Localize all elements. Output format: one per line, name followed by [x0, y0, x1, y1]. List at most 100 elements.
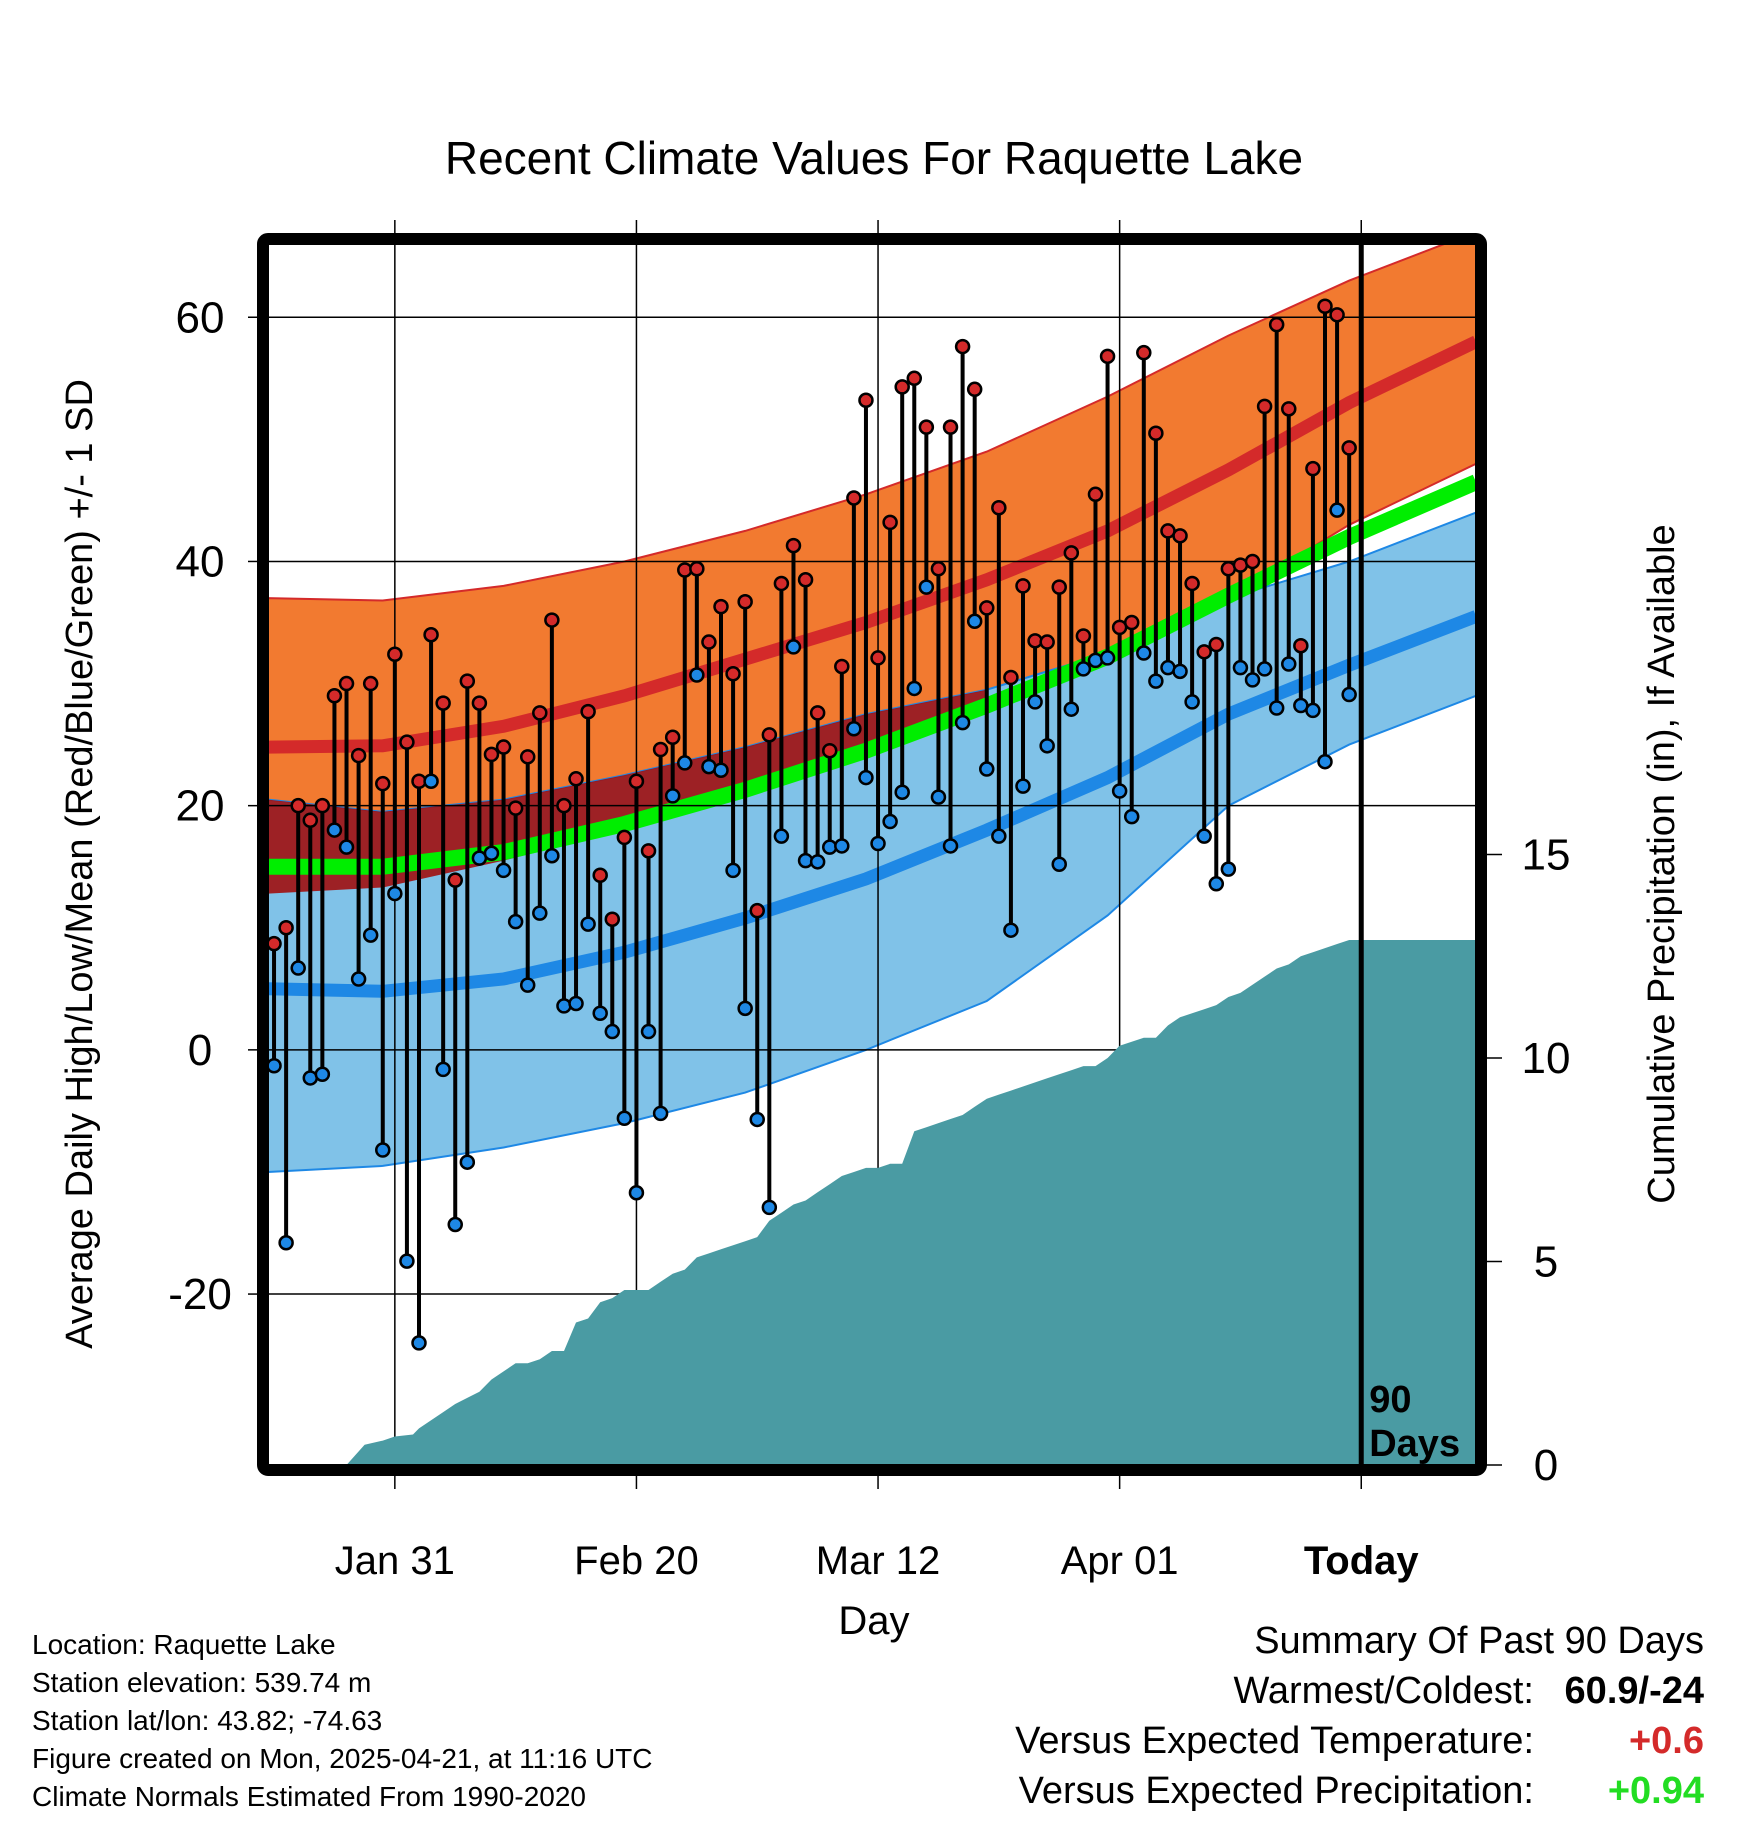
low-point: [435, 1061, 451, 1078]
low-point: [1063, 701, 1080, 717]
latlon-text: Station lat/lon: 43.82; -74.63: [32, 1705, 383, 1736]
y2-tick-label: 5: [1534, 1238, 1558, 1287]
low-point: [689, 667, 705, 683]
high-point: [1075, 628, 1092, 644]
high-point: [1329, 307, 1345, 323]
high-point: [568, 771, 584, 787]
low-point: [966, 613, 983, 630]
y-axis-label: Average Daily High/Low/Mean (Red/Blue/Gr…: [59, 379, 101, 1349]
high-point: [1123, 614, 1140, 631]
low-point: [894, 784, 910, 800]
low-point: [1220, 861, 1237, 877]
y-tick-label: 60: [176, 293, 225, 342]
low-point: [954, 714, 971, 731]
high-point: [821, 742, 838, 759]
low-point: [725, 862, 741, 879]
high-point: [1196, 644, 1212, 660]
low-point: [1208, 876, 1225, 892]
high-point: [1015, 578, 1031, 594]
high-point: [918, 419, 935, 435]
temp-label: Versus Expected Temperature:: [1015, 1720, 1534, 1762]
high-point: [423, 626, 439, 643]
high-point: [713, 598, 729, 615]
temp-value: +0.6: [1628, 1720, 1704, 1762]
low-point: [1196, 828, 1212, 844]
low-point: [399, 1253, 415, 1269]
low-point: [1003, 922, 1019, 938]
high-point: [858, 392, 874, 409]
low-point: [350, 971, 367, 987]
y2-axis-label: Cumulative Precipitation (in), If Availa…: [1641, 524, 1683, 1203]
today-days-word: Days: [1369, 1423, 1460, 1465]
high-point: [278, 920, 294, 936]
y-tick-label: 20: [176, 782, 225, 831]
summary-title: Summary Of Past 90 Days: [1254, 1620, 1704, 1662]
high-point: [930, 561, 947, 577]
y2-tick-label: 15: [1522, 831, 1571, 880]
high-point: [906, 370, 923, 387]
low-point: [616, 1110, 633, 1126]
low-point: [1281, 656, 1297, 672]
high-point: [1087, 486, 1104, 503]
high-point: [773, 575, 790, 592]
high-point: [652, 741, 669, 758]
high-point: [942, 419, 959, 435]
high-point: [628, 773, 645, 789]
warm-cold-label: Warmest/Coldest:: [1233, 1670, 1534, 1712]
low-point: [411, 1335, 427, 1351]
low-point: [1341, 686, 1357, 703]
high-point: [399, 734, 415, 750]
low-point: [1317, 753, 1333, 770]
low-point: [1111, 783, 1128, 799]
high-point: [991, 499, 1007, 516]
low-point: [423, 773, 439, 789]
low-point: [495, 862, 512, 879]
high-point: [1136, 344, 1152, 361]
high-point: [1039, 634, 1055, 650]
low-point: [979, 761, 995, 777]
low-point: [1051, 856, 1067, 873]
high-point: [350, 747, 367, 764]
low-point: [1256, 661, 1273, 677]
low-normal-line: [268, 610, 1476, 998]
high-point: [1341, 440, 1357, 456]
high-point: [725, 666, 741, 682]
x-tick-label: Feb 20: [574, 1539, 699, 1583]
high-point: [314, 797, 331, 814]
high-point: [737, 594, 753, 610]
low-point: [1039, 738, 1055, 754]
low-point: [1087, 652, 1104, 669]
low-point: [1305, 702, 1321, 719]
precip-row: Versus Expected Precipitation: +0.94: [1015, 1770, 1704, 1820]
warm-cold-row: Warmest/Coldest: 60.9/-24: [1015, 1670, 1704, 1720]
high-point: [1099, 348, 1116, 365]
low-point: [326, 822, 343, 838]
low-point: [942, 838, 959, 854]
summary-panel: Summary Of Past 90 Days Warmest/Coldest:…: [1015, 1620, 1704, 1820]
low-point: [761, 1199, 778, 1216]
low-point: [882, 813, 898, 830]
high-point: [882, 514, 898, 531]
high-point: [495, 739, 512, 755]
x-tick-label: Apr 01: [1061, 1539, 1179, 1583]
today-days-number: 90: [1369, 1379, 1411, 1421]
high-point: [268, 935, 282, 952]
precip-value: +0.94: [1607, 1770, 1704, 1812]
high-point: [664, 729, 681, 746]
low-point: [519, 977, 536, 993]
low-point: [1099, 650, 1116, 666]
high-point: [447, 872, 463, 888]
high-point: [459, 673, 476, 689]
x-axis-label: Day: [838, 1599, 909, 1643]
low-point: [314, 1066, 331, 1083]
high-point: [797, 572, 814, 588]
high-point: [1268, 316, 1285, 333]
high-point: [580, 703, 596, 720]
low-point: [387, 885, 403, 902]
low-point: [991, 828, 1007, 844]
low-point: [604, 1023, 621, 1040]
high-point: [616, 829, 633, 846]
high-point: [507, 800, 524, 816]
